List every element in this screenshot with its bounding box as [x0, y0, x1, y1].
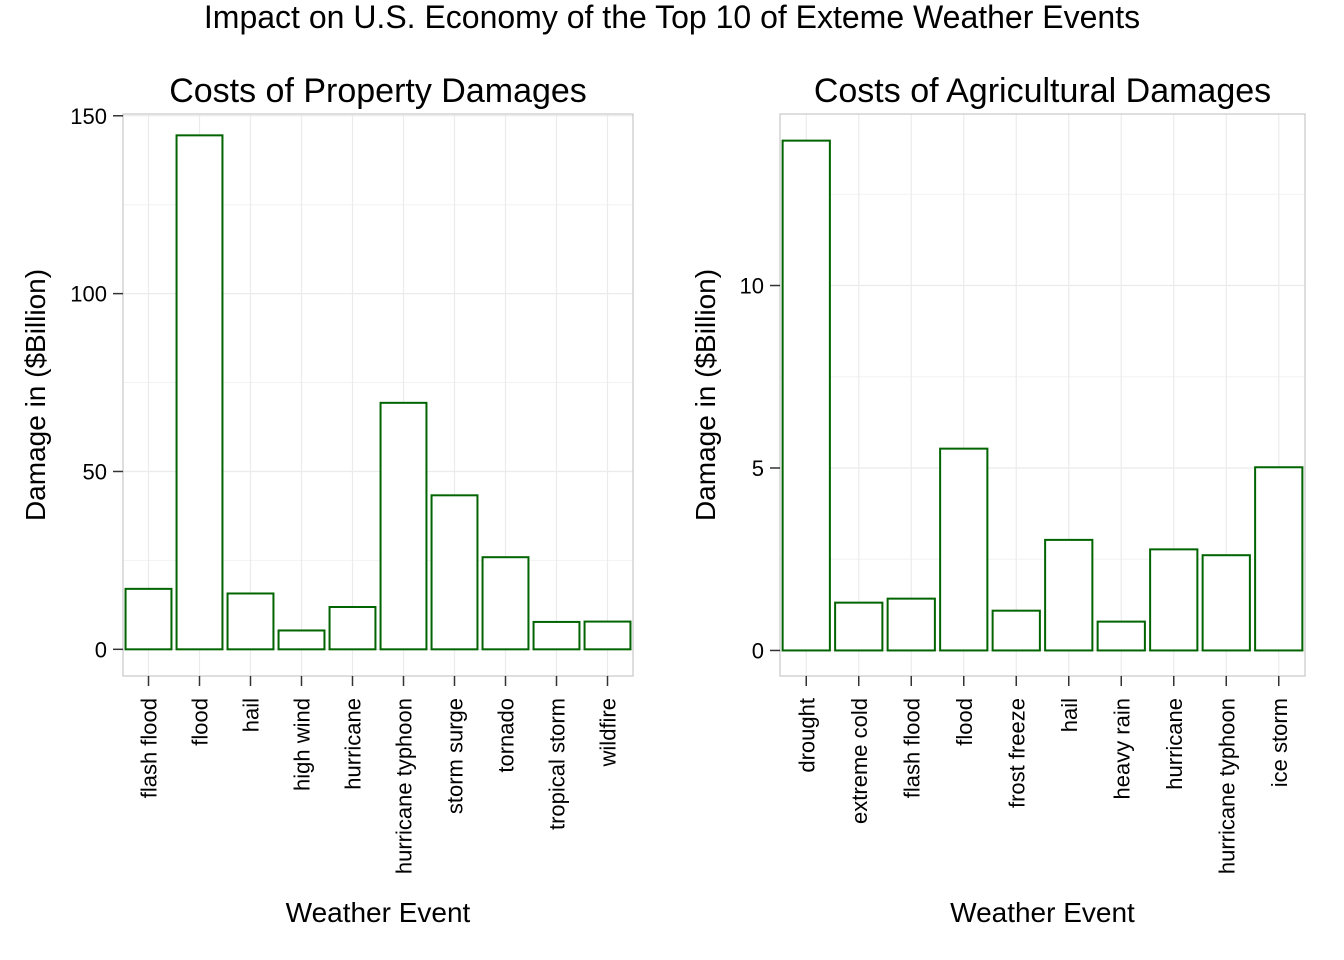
bar-hurricane: [328, 605, 377, 651]
bar-tropical-storm: [532, 620, 581, 651]
panel-border: [779, 113, 1306, 677]
y-tick-label: 0: [752, 638, 764, 663]
x-tick-label-extreme-cold: extreme cold: [847, 698, 872, 824]
bar-tornado: [481, 556, 530, 651]
x-tick-label-flood: flood: [952, 698, 977, 746]
x-tick-label-hurricane-typhoon: hurricane typhoon: [392, 698, 417, 874]
property-damage-chart: 0 50 100 150 flash flood flood hail high wind hu…: [20, 72, 634, 928]
bar-hail: [226, 592, 275, 651]
x-tick-label-flash-flood: flash flood: [137, 698, 162, 798]
y-tick-label: 0: [95, 637, 107, 662]
bar-extreme-cold: [834, 601, 884, 652]
x-tick-label-tornado: tornado: [494, 698, 519, 773]
y-axis-label: Damage in ($Billion): [690, 269, 721, 521]
x-tick-label-hail: hail: [1057, 698, 1082, 732]
x-tick-label-ice-storm: ice storm: [1267, 698, 1292, 787]
bar-flash-flood: [886, 597, 936, 652]
y-tick-label: 10: [740, 274, 764, 299]
x-tick-label-flash-flood: flash flood: [899, 698, 924, 798]
y-tick-label: 100: [70, 282, 107, 307]
x-axis-label: Weather Event: [286, 897, 471, 928]
bar-flood: [175, 134, 224, 651]
x-tick-label-hail: hail: [239, 698, 264, 732]
bar-hurricane-typhoon: [1201, 554, 1251, 652]
panel-border: [122, 113, 634, 677]
main-title: Impact on U.S. Economy of the Top 10 of …: [203, 0, 1141, 35]
bar-ice-storm: [1254, 466, 1304, 652]
x-tick-label-tropical-storm: tropical storm: [545, 698, 570, 830]
y-tick-label: 5: [752, 456, 764, 481]
bar-frost-freeze: [991, 609, 1041, 652]
x-tick-label-hurricane: hurricane: [1162, 698, 1187, 790]
bar-flash-flood: [124, 587, 173, 651]
x-axis-label: Weather Event: [950, 897, 1135, 928]
chart-title: Costs of Agricultural Damages: [814, 72, 1271, 110]
chart-title: Costs of Property Damages: [169, 72, 587, 110]
bar-high-wind: [277, 629, 326, 651]
x-tick-label-heavy-rain: heavy rain: [1109, 698, 1134, 800]
x-tick-label-high-wind: high wind: [290, 698, 315, 791]
x-tick-label-frost-freeze: frost freeze: [1004, 698, 1029, 808]
bar-hail: [1044, 538, 1094, 652]
x-tick-label-hurricane: hurricane: [341, 698, 366, 790]
x-tick-label-wildfire: wildfire: [596, 698, 621, 767]
bar-hurricane: [1149, 548, 1199, 652]
y-axis-label: Damage in ($Billion): [20, 269, 51, 521]
bar-hurricane-typhoon: [379, 401, 428, 651]
bar-heavy-rain: [1096, 620, 1146, 652]
y-tick-label: 150: [70, 104, 107, 129]
bar-storm-surge: [430, 494, 479, 651]
x-tick-label-hurricane-typhoon: hurricane typhoon: [1214, 698, 1239, 874]
x-tick-label-drought: drought: [794, 698, 819, 773]
x-tick-label-flood: flood: [188, 698, 213, 746]
bar-flood: [939, 447, 989, 652]
x-tick-label-storm-surge: storm surge: [443, 698, 468, 814]
agricultural-damage-chart: 0 5 10 drought extreme cold flash flood flood f…: [690, 72, 1306, 928]
bar-drought: [781, 139, 831, 652]
bar-wildfire: [583, 620, 632, 651]
y-tick-label: 50: [83, 459, 107, 484]
